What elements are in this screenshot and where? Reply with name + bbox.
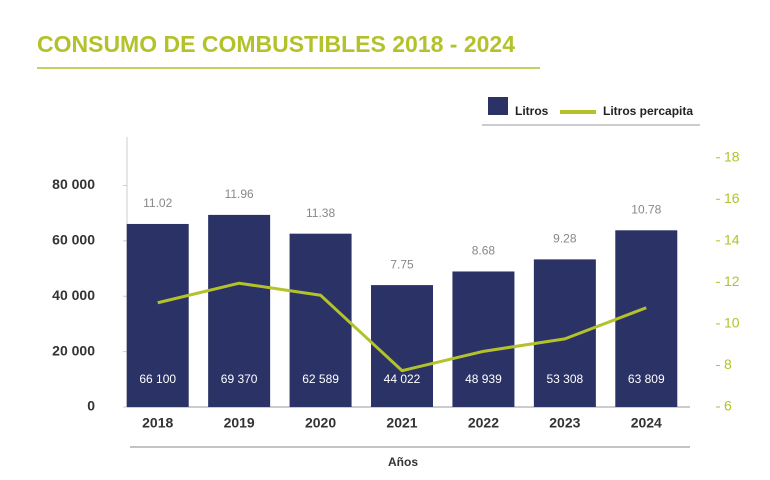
y-tick-label: 20 000 <box>52 342 95 358</box>
y2-tick-label: 8 <box>724 356 732 372</box>
y2-tick-label: 12 <box>724 273 740 289</box>
bar <box>289 233 352 407</box>
bar-value-label: 44 022 <box>384 372 421 386</box>
x-tick-label: 2019 <box>224 415 255 431</box>
bar-value-label: 63 809 <box>628 372 665 386</box>
line-value-label: 10.78 <box>631 202 661 216</box>
bar <box>452 271 515 407</box>
line-value-label: 11.02 <box>143 196 172 210</box>
bar-value-label: 62 589 <box>302 372 339 386</box>
line-value-label: 7.75 <box>390 257 414 271</box>
y-tick-label: 60 000 <box>52 232 95 248</box>
line-value-label: 11.38 <box>306 206 335 220</box>
bar <box>615 230 678 407</box>
bar-value-label: 69 370 <box>221 372 258 386</box>
legend-label: Litros <box>515 104 549 118</box>
x-tick-label: 2021 <box>386 415 417 431</box>
line-value-label: 11.96 <box>225 187 254 201</box>
chart-title: CONSUMO DE COMBUSTIBLES 2018 - 2024 <box>37 31 515 57</box>
y2-tick-label: 18 <box>724 148 740 164</box>
x-tick-label: 2020 <box>305 415 336 431</box>
x-axis-label: Años <box>388 455 418 469</box>
y-tick-label: 80 000 <box>52 176 95 192</box>
y-tick-label: 0 <box>87 398 95 414</box>
line <box>157 281 647 373</box>
legend-swatch-bar <box>488 97 508 115</box>
x-tick-label: 2023 <box>549 415 580 431</box>
bar-value-label: 53 308 <box>547 372 584 386</box>
line-value-label: 9.28 <box>553 232 577 246</box>
legend-label: Litros percapita <box>603 104 693 118</box>
bar <box>533 259 596 407</box>
bar-value-label: 48 939 <box>465 372 502 386</box>
line-value-label: 8.68 <box>472 244 496 258</box>
bar <box>208 214 271 407</box>
x-tick-label: 2024 <box>631 415 662 431</box>
y2-tick-label: 14 <box>724 232 740 248</box>
x-tick-label: 2018 <box>142 415 173 431</box>
bar <box>371 285 433 407</box>
x-tick-label: 2022 <box>468 415 499 431</box>
y2-tick-label: 10 <box>724 315 740 331</box>
y2-tick-label: 6 <box>724 398 732 414</box>
y2-tick-label: 16 <box>724 190 740 206</box>
bar <box>126 223 189 407</box>
bar-value-label: 66 100 <box>139 372 176 386</box>
y-tick-label: 40 000 <box>52 287 95 303</box>
